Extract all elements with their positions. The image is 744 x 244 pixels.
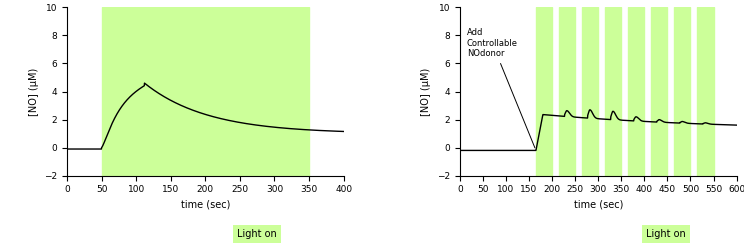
Bar xyxy=(674,7,690,176)
Bar xyxy=(651,7,667,176)
Y-axis label: [NO] (μM): [NO] (μM) xyxy=(28,67,39,116)
Text: Light on: Light on xyxy=(646,229,686,239)
Text: Add
Controllable
NOdonor: Add Controllable NOdonor xyxy=(466,28,535,148)
Bar xyxy=(559,7,575,176)
Bar xyxy=(628,7,644,176)
Text: Light on: Light on xyxy=(237,229,277,239)
X-axis label: time (sec): time (sec) xyxy=(181,200,230,210)
Bar xyxy=(536,7,552,176)
Bar xyxy=(605,7,621,176)
Bar xyxy=(697,7,713,176)
Y-axis label: [NO] (μM): [NO] (μM) xyxy=(421,67,432,116)
X-axis label: time (sec): time (sec) xyxy=(574,200,623,210)
Bar xyxy=(582,7,598,176)
Bar xyxy=(101,7,309,176)
